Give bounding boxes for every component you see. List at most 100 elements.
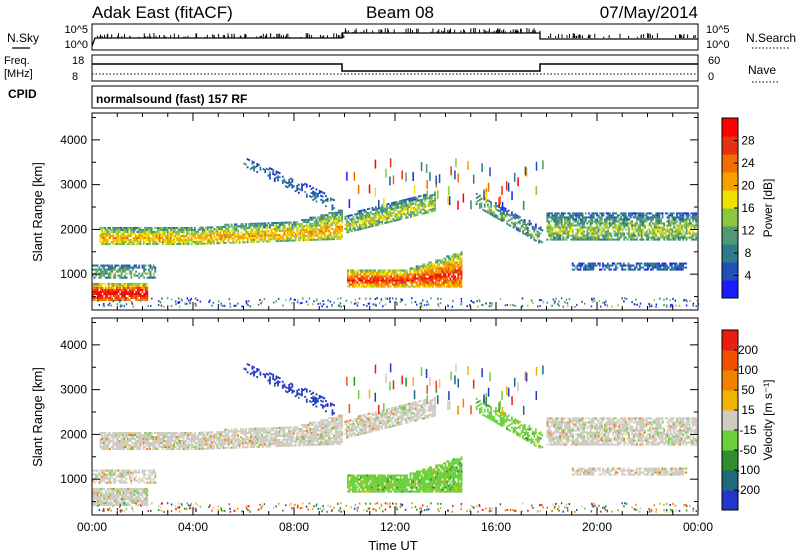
power-cell (612, 228, 614, 231)
power-ground-noise (414, 300, 417, 303)
power-cell (596, 222, 598, 225)
power-ground-noise (302, 297, 304, 300)
power-cell (581, 230, 584, 233)
power-cell (112, 268, 115, 271)
power-cell (95, 284, 97, 287)
power-cell (354, 219, 356, 222)
power-cell (648, 224, 651, 227)
power-cell (677, 224, 680, 227)
power-cell (121, 232, 124, 236)
power-cell (133, 230, 135, 233)
power-cell (375, 281, 378, 284)
power-cell (246, 239, 249, 242)
power-cell (133, 226, 135, 229)
power-cell (652, 218, 654, 221)
power-cell (211, 242, 214, 245)
power-cell (393, 275, 396, 278)
power-cell (565, 216, 568, 219)
power-cell (269, 175, 271, 178)
power-cell (409, 267, 412, 270)
power-cell (618, 226, 621, 229)
power-cell (325, 238, 327, 241)
power-cell (118, 241, 121, 244)
power-cell (531, 227, 534, 230)
power-cell (640, 218, 643, 221)
power-cell (161, 235, 164, 238)
cpid-text: normalsound (fast) 157 RF (96, 92, 247, 106)
power-cell (435, 267, 437, 270)
power-cell (688, 222, 691, 225)
power-cell (653, 224, 656, 227)
power-ground-noise (560, 297, 563, 300)
power-cell (646, 266, 649, 269)
power-streak (472, 174, 475, 184)
power-cell (512, 224, 515, 227)
power-cell (658, 266, 660, 269)
power-cell (451, 255, 453, 258)
power-streak (389, 158, 392, 168)
power-cell (101, 243, 103, 246)
power-cell (656, 230, 659, 233)
power-cell (570, 228, 573, 231)
power-cell (626, 218, 629, 221)
power-cell (602, 236, 605, 239)
power-cell (365, 226, 368, 229)
power-cell (554, 236, 557, 239)
power-cell (149, 274, 152, 277)
power-cell (412, 271, 415, 274)
power-cell (116, 288, 118, 291)
power-cell (174, 235, 177, 238)
power-cell (120, 272, 123, 275)
power-cell (208, 232, 211, 235)
power-cell (432, 201, 435, 204)
power-cell (642, 218, 645, 221)
power-cell (639, 230, 642, 233)
power-cell (304, 225, 307, 228)
power-cell (596, 234, 598, 237)
power-cell (363, 223, 366, 226)
power-streak (467, 161, 469, 170)
power-cell (647, 216, 650, 219)
power-cell (591, 234, 594, 237)
power-cell (333, 217, 335, 220)
power-cell (597, 234, 600, 237)
power-cell (182, 237, 185, 240)
power-cell (348, 285, 351, 288)
power-cell (556, 222, 558, 225)
power-cell (109, 266, 112, 269)
power-cell (116, 282, 118, 285)
power-cell (171, 235, 174, 238)
power-cell (221, 225, 223, 228)
power-cell (562, 228, 565, 231)
power-cell (321, 226, 324, 229)
power-cell (262, 226, 265, 229)
power-cell (504, 209, 507, 212)
power-cell (158, 235, 161, 238)
power-cell (317, 222, 319, 225)
power-cell (415, 269, 418, 272)
power-cell (333, 207, 335, 210)
power-cell (168, 226, 171, 229)
power-cell (171, 230, 174, 233)
power-cell (348, 275, 351, 278)
power-cell (93, 290, 96, 293)
power-cell (414, 202, 417, 205)
power-cell (652, 230, 654, 233)
power-cell (360, 211, 363, 214)
power-cell (431, 271, 434, 274)
power-cell (106, 299, 109, 302)
power-cell (653, 232, 656, 235)
power-cell (128, 286, 131, 289)
power-cell (291, 178, 294, 181)
power-cell (286, 237, 289, 240)
power-cell (573, 236, 576, 239)
power-cell (123, 230, 126, 233)
power-cell (254, 238, 257, 241)
power-cell (614, 268, 617, 271)
power-cell (557, 222, 560, 225)
power-ground-noise (187, 299, 190, 302)
power-cell (680, 266, 683, 269)
power-cell (452, 259, 455, 262)
power-cell (305, 183, 308, 186)
power-cell (366, 283, 369, 286)
